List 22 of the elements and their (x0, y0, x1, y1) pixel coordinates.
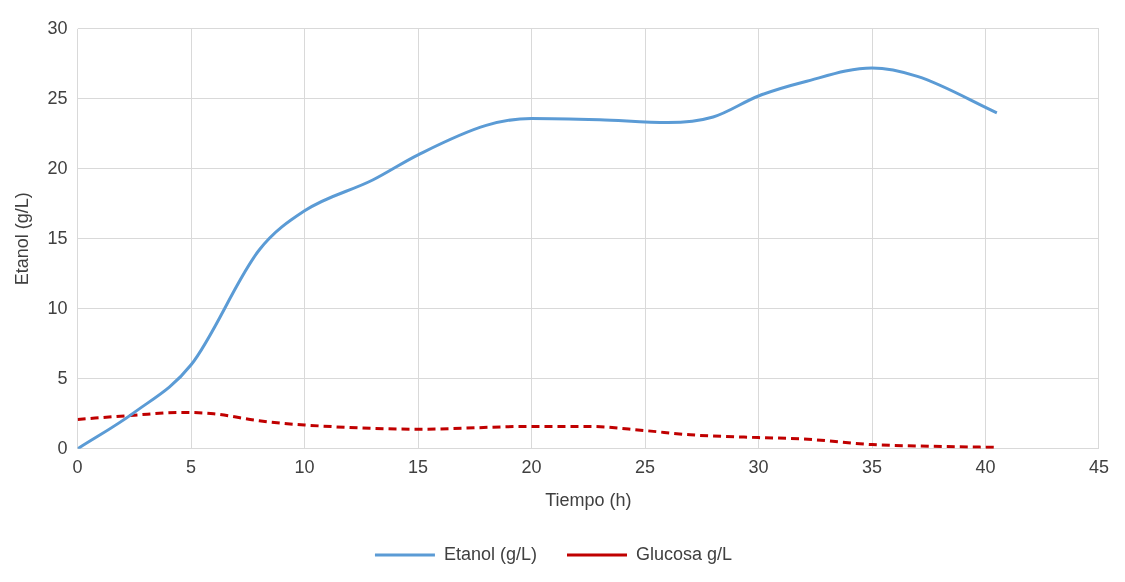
y-tick-label: 0 (57, 437, 68, 458)
legend-label: Etanol (g/L) (443, 543, 538, 564)
y-tick-label: 10 (47, 297, 68, 318)
y-tick-label: 20 (47, 157, 68, 178)
y-axis-title: Etanol (g/L) (11, 192, 32, 286)
y-tick-label: 30 (47, 17, 68, 38)
x-tick-label: 0 (72, 456, 83, 477)
x-tick-label: 45 (1088, 456, 1109, 477)
legend-label: Glucosa g/L (636, 543, 733, 564)
x-tick-label: 30 (748, 456, 769, 477)
x-tick-label: 10 (294, 456, 315, 477)
x-tick-label: 15 (408, 456, 429, 477)
x-tick-label: 35 (862, 456, 883, 477)
x-tick-label: 20 (521, 456, 542, 477)
x-axis-title: Tiempo (h) (545, 490, 632, 511)
x-tick-label: 5 (186, 456, 197, 477)
line-series (77, 66, 999, 449)
y-tick-label: 5 (57, 367, 68, 388)
x-tick-label: 25 (635, 456, 656, 477)
y-tick-label: 25 (47, 87, 68, 108)
x-tick-label: 40 (975, 456, 996, 477)
y-tick-label: 15 (47, 227, 68, 248)
